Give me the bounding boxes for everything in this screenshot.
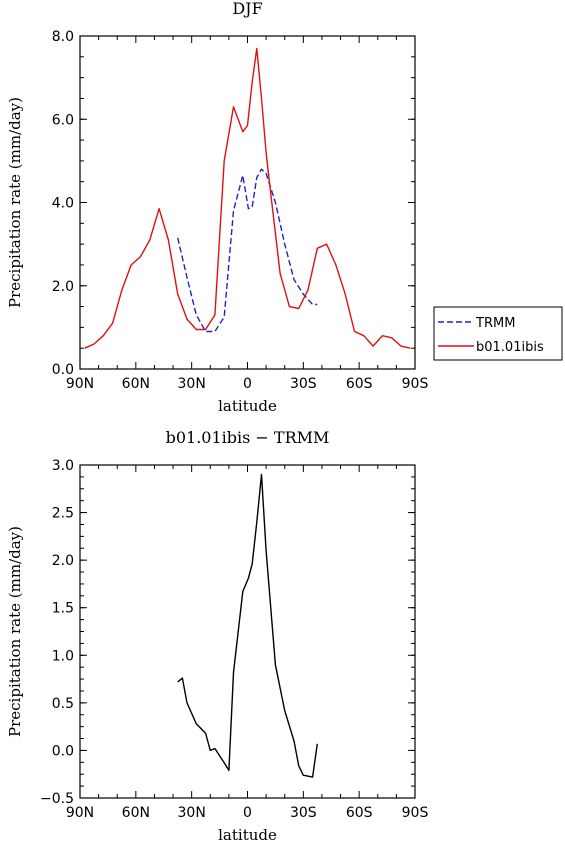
x-tick-label: 60S	[346, 376, 373, 392]
plot-frame	[79, 464, 416, 799]
x-tick-label: 0	[243, 805, 252, 821]
y-tick-label: 6.0	[52, 112, 74, 128]
y-tick-label: 2.0	[52, 553, 74, 569]
x-axis-title: latitude	[218, 826, 277, 844]
series-line-0	[177, 473, 318, 778]
plot-frame	[79, 35, 416, 370]
legend-label: TRMM	[475, 316, 515, 331]
y-tick-label: 0.0	[52, 743, 74, 759]
x-tick-label: 60N	[122, 805, 150, 821]
chart-title: DJF	[232, 0, 262, 18]
y-tick-label: 3.0	[52, 458, 74, 474]
y-tick-label: 1.5	[52, 601, 74, 617]
x-tick-label: 60N	[122, 376, 150, 392]
chart-title: b01.01ibis − TRMM	[166, 428, 330, 447]
x-tick-label: 0	[243, 376, 252, 392]
legend-label: b01.01ibis	[476, 340, 544, 355]
series-line-b01-01ibis	[84, 47, 411, 349]
x-tick-label: 90S	[402, 376, 429, 392]
x-tick-label: 30S	[290, 805, 317, 821]
y-tick-label: −0.5	[40, 791, 74, 807]
legend-box	[433, 306, 563, 361]
y-tick-label: 8.0	[52, 29, 74, 45]
bottom-panel-difference: b01.01ibis − TRMM 90N 60N 30N 0 30S 60S 90S −0.5…	[6, 428, 428, 844]
x-tick-label: 60S	[346, 805, 373, 821]
series-line-trmm	[177, 168, 318, 333]
y-tick-label: 4.0	[52, 196, 74, 212]
y-axis-title: Precipitation rate (mm/day)	[6, 526, 24, 737]
y-tick-label: 2.5	[52, 506, 74, 522]
y-tick-label: 0.5	[52, 696, 74, 712]
y-tick-label: 1.0	[52, 648, 74, 664]
x-tick-label: 90N	[66, 376, 94, 392]
x-tick-label: 90N	[66, 805, 94, 821]
y-tick-label: 0.0	[52, 362, 74, 378]
y-tick-label: 2.0	[52, 279, 74, 295]
x-tick-label: 30S	[290, 376, 317, 392]
x-tick-label: 30N	[178, 805, 206, 821]
x-axis-title: latitude	[218, 397, 277, 415]
x-tick-label: 30N	[178, 376, 206, 392]
top-panel-djf: DJF 90N 60N 30N 0 30S 60S 90S 0.0 2.0 4.0 6.0 8.0 lat…	[6, 0, 563, 415]
x-tick-label: 90S	[402, 805, 429, 821]
y-axis-title: Precipitation rate (mm/day)	[6, 97, 24, 308]
